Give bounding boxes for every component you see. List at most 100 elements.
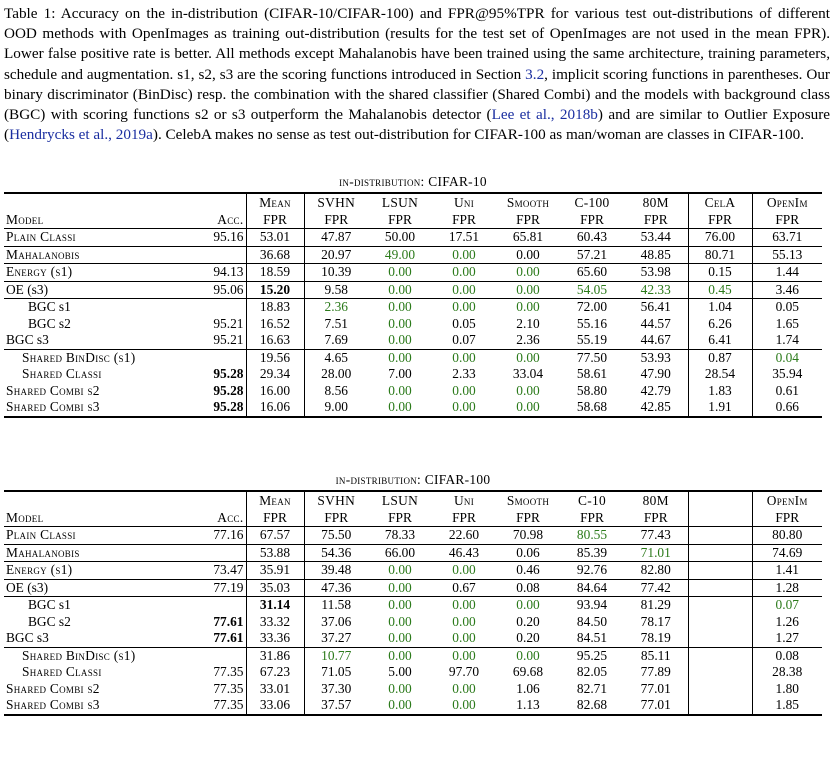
table-cell: 42.85 — [624, 399, 688, 418]
table-cell: 0.00 — [388, 315, 412, 331]
table-cell: 0.00 — [368, 561, 432, 579]
citation-link[interactable]: Lee et al., 2018b — [491, 106, 598, 124]
table-cell: 0.06 — [496, 543, 560, 562]
table-cell: 15.20 — [245, 280, 304, 299]
column-header: FPR — [245, 211, 304, 229]
table-cell: 95.16 — [213, 229, 244, 245]
table-cell: 0.05 — [751, 298, 823, 316]
model-name: Energy (s1) — [4, 561, 184, 579]
column-header: Model — [4, 211, 184, 229]
table-row: BGC s1 31.14 11.58 0.00 0.00 0.00 93.94 81.29 0.… — [4, 596, 822, 614]
table-cell: 4.65 — [303, 348, 368, 366]
table-cell — [687, 664, 752, 681]
column-header: FPR — [687, 211, 752, 229]
table-cell: 55.19 — [576, 332, 608, 348]
table-cell: 97.70 — [448, 664, 480, 680]
table-cell: 72.00 — [560, 298, 624, 316]
table-cell: 0.00 — [452, 630, 476, 646]
table-cell: 53.93 — [624, 348, 688, 366]
table-cell: 44.67 — [640, 332, 671, 348]
table-cell: 1.80 — [751, 680, 822, 697]
column-header: FPR — [368, 211, 432, 229]
table-cell: 92.76 — [560, 561, 624, 579]
table-row: Shared Combi s2 77.35 33.01 37.30 0.00 0.00 1.… — [4, 680, 822, 697]
table-cell: 0.00 — [432, 596, 496, 614]
table-cell: 10.77 — [303, 646, 368, 664]
table-cell: 0.00 — [496, 596, 560, 614]
table-cell: 33.01 — [245, 680, 304, 697]
table-cell: 71.01 — [624, 543, 688, 562]
table-cell: 67.57 — [245, 526, 304, 544]
table-cell: 6.41 — [687, 332, 752, 349]
table-row: Energy (s1) 94.13 18.59 10.39 0.00 0.00 0.00 65… — [4, 263, 823, 281]
table-row: OE (s3) 77.19 35.03 47.36 0.00 0.67 0.08 84.64 7… — [4, 578, 822, 597]
model-name: Shared Combi s3 — [4, 399, 184, 418]
table-cell: 0.20 — [516, 613, 540, 629]
table-cell: 77.43 — [640, 527, 671, 543]
column-header: FPR — [560, 509, 624, 527]
model-name: Shared Combi s2 — [6, 680, 100, 696]
table-cell: 16.52 — [245, 315, 304, 332]
table-cell: 16.63 — [245, 332, 304, 349]
table-cell: 84.51 — [576, 630, 608, 646]
table-row: Mahalanobis 53.88 54.36 66.00 46.43 0.06 85.39… — [4, 543, 822, 562]
table-cell: 28.54 — [687, 366, 752, 383]
table-cell: 0.00 — [432, 298, 496, 316]
table-cell — [184, 298, 246, 316]
table-cell: 0.67 — [432, 578, 496, 597]
caption-text: Table 1: Accuracy on the in-distribution… — [4, 5, 830, 83]
table-cell: 77.19 — [184, 578, 246, 597]
caption-text: ) and are similar to Outlier Exposure ( — [4, 106, 830, 144]
table-cell: 67.23 — [245, 664, 304, 681]
column-header: FPR — [751, 211, 823, 229]
table-cell: 95.28 — [184, 399, 246, 418]
model-name: Mahalanobis — [4, 245, 184, 264]
table-cell: 95.06 — [184, 280, 246, 299]
column-header: Uni — [432, 490, 496, 509]
table-cell: 0.00 — [388, 613, 412, 629]
table-cell: 53.44 — [640, 229, 671, 245]
table-row: Shared Classi 77.35 67.23 71.05 5.00 97.70 69.… — [4, 664, 822, 681]
column-header: FPR — [303, 211, 368, 229]
column-header: SVHN — [303, 192, 368, 211]
table-cell: 28.00 — [303, 366, 368, 383]
column-header — [184, 490, 246, 509]
table-row: BGC s3 77.61 33.36 37.27 0.00 0.00 0.20 84.51 78… — [4, 630, 822, 647]
section-link[interactable]: 3.2 — [525, 65, 545, 83]
table-cell: 0.00 — [388, 382, 412, 398]
table-cell: 48.85 — [624, 245, 688, 264]
table-cell: 95.21 — [213, 315, 244, 331]
table-cell: 76.00 — [687, 228, 752, 246]
table-cell: 0.00 — [432, 280, 496, 299]
table-cell: 0.00 — [496, 280, 560, 299]
table-cell — [687, 596, 752, 614]
model-name: Shared BinDisc (s1) — [4, 646, 184, 664]
table-cell: 10.39 — [303, 263, 368, 281]
table-cell: 1.26 — [751, 613, 822, 630]
table-cell: 0.00 — [368, 646, 432, 664]
table-cell: 0.15 — [687, 263, 752, 281]
table-cell: 37.57 — [303, 697, 368, 716]
table-cell: 93.94 — [560, 596, 624, 614]
table-cell: 0.46 — [496, 561, 560, 579]
table-cell: 58.80 — [576, 382, 608, 398]
table-cell: 54.05 — [560, 280, 624, 299]
table-cell: 77.61 — [213, 630, 244, 646]
table-cell: 0.00 — [452, 680, 476, 696]
table-cell: 0.61 — [751, 382, 823, 399]
model-name: Energy (s1) — [4, 263, 184, 281]
table-cell: 49.00 — [368, 245, 432, 264]
table-cell: 53.88 — [245, 543, 304, 562]
column-header: LSUN — [368, 490, 432, 509]
table-cell: 0.00 — [496, 263, 560, 281]
table-cell: 80.55 — [576, 527, 608, 543]
table-row: Shared Combi s2 95.28 16.00 8.56 0.00 0.00 0.0… — [4, 382, 823, 399]
table-cell: 77.01 — [640, 680, 671, 696]
citation-link[interactable]: Hendrycks et al., 2019a — [9, 126, 153, 144]
table-cell: 0.00 — [452, 382, 476, 398]
table-cell: 77.42 — [624, 578, 688, 597]
table-cell: 16.00 — [245, 382, 304, 399]
table-cell: 2.36 — [303, 298, 368, 316]
table-cell — [687, 526, 752, 544]
table-cell: 95.25 — [560, 646, 624, 664]
